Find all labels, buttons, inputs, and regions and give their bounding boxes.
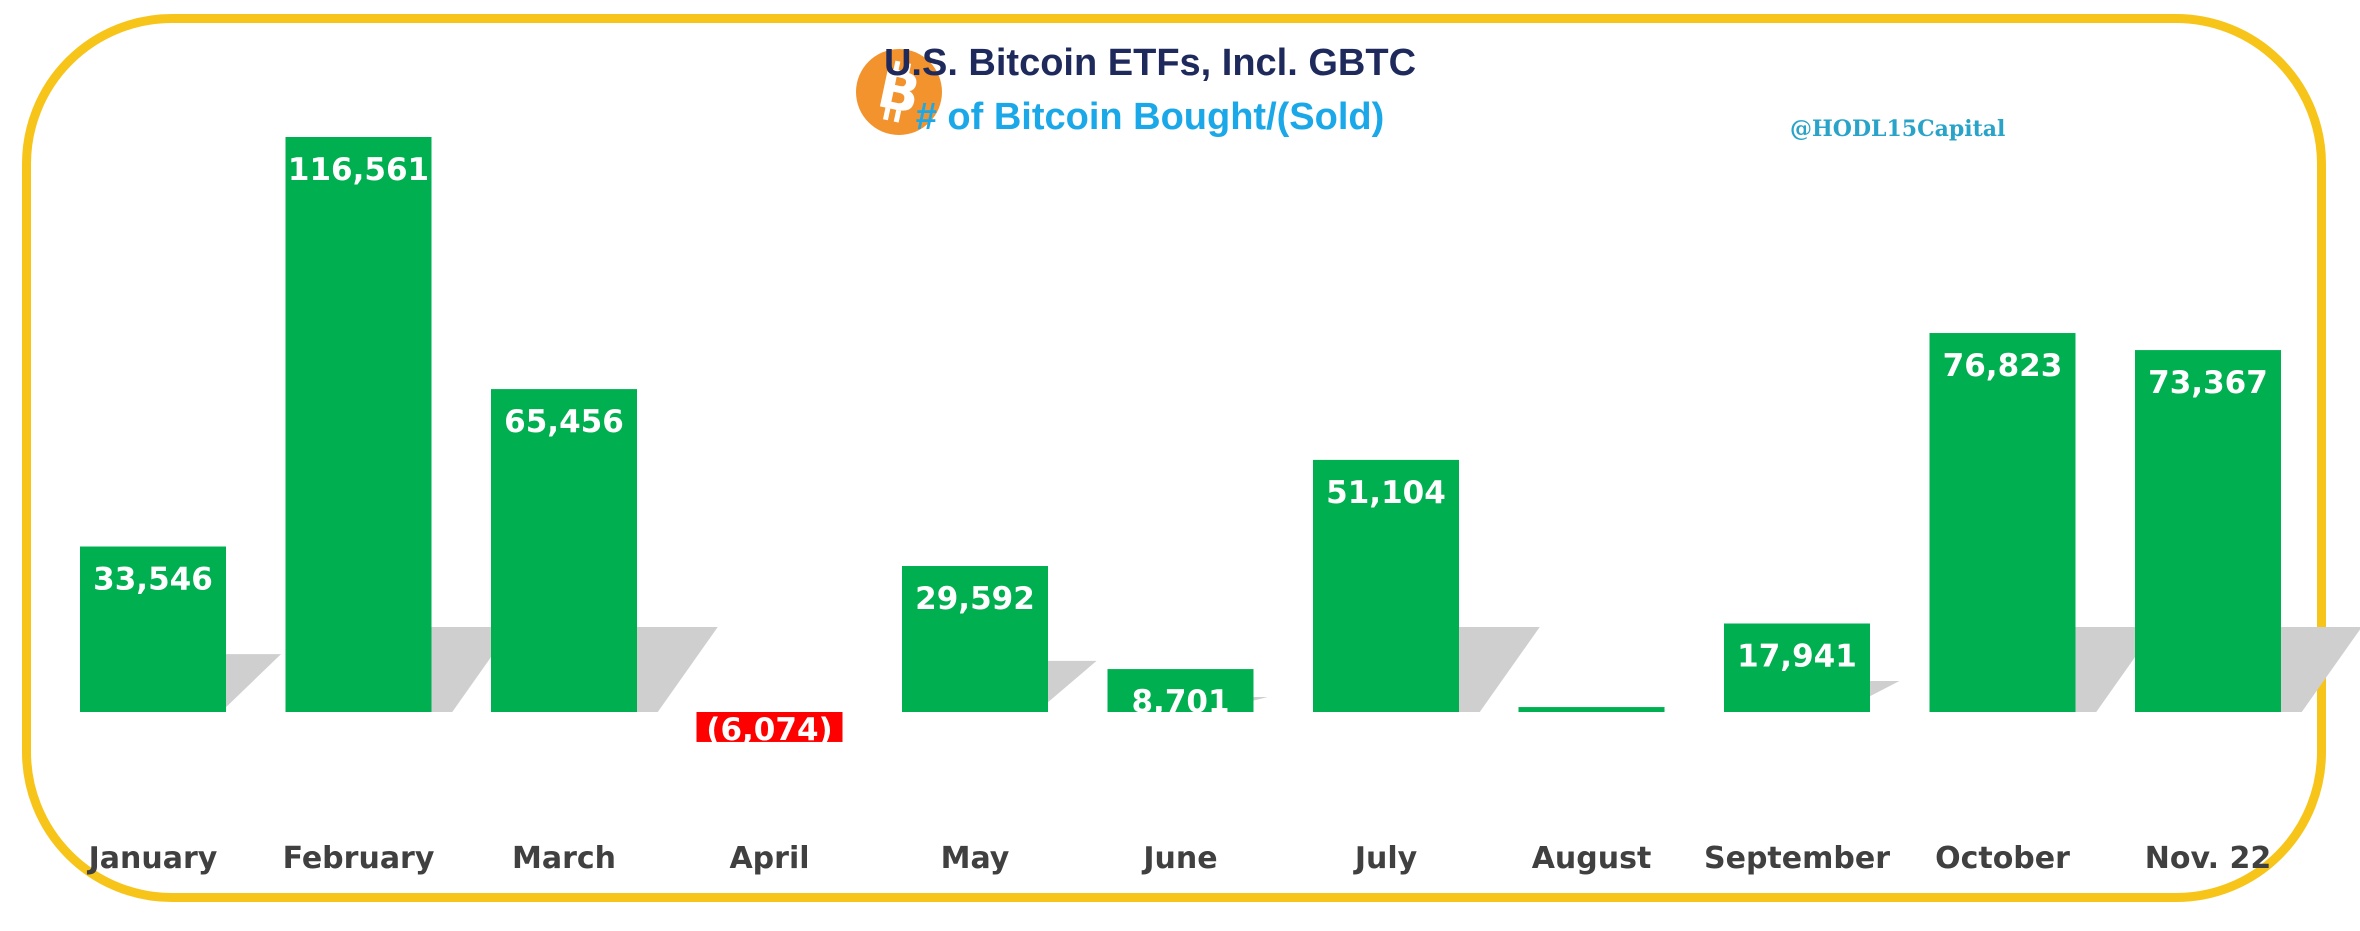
x-tick-label: March xyxy=(512,841,616,876)
x-tick-label: June xyxy=(1141,841,1217,876)
bar-shadow xyxy=(221,654,282,712)
bar-value-label: 76,823 xyxy=(1943,348,2063,384)
bar-february xyxy=(285,137,432,712)
bar-nov-22 xyxy=(2135,350,2281,712)
bar-shadow xyxy=(1459,627,1540,712)
bar-value-label: 51,104 xyxy=(1326,475,1446,511)
bar-value-label: 33,546 xyxy=(93,562,213,598)
bar-october xyxy=(1929,333,2076,712)
x-tick-label: May xyxy=(941,841,1010,876)
bar-may xyxy=(902,566,1048,712)
bar-august xyxy=(1518,707,1665,712)
chart-subtitle: # of Bitcoin Bought/(Sold) xyxy=(915,96,1385,138)
bar-value-label: 73,367 xyxy=(2148,365,2268,401)
bar-value-label: 17,941 xyxy=(1737,638,1857,674)
bar-value-label: 29,592 xyxy=(915,581,1035,617)
x-tick-label: Nov. 22 xyxy=(2145,841,2271,876)
x-tick-label: October xyxy=(1935,841,2070,876)
bar-march xyxy=(491,389,637,712)
bar-shadow xyxy=(1036,660,1097,712)
bar-value-label: (6,074) xyxy=(706,712,832,748)
chart-title: U.S. Bitcoin ETFs, Incl. GBTC xyxy=(883,42,1417,84)
bar-january xyxy=(80,546,226,712)
bar-value-label: 116,561 xyxy=(288,152,429,188)
x-tick-label: September xyxy=(1704,841,1890,876)
x-tick-label: August xyxy=(1532,841,1652,876)
bar-value-label: 8,701 xyxy=(1131,684,1229,720)
x-tick-label: February xyxy=(283,841,435,876)
bar-value-label: 65,456 xyxy=(504,404,624,440)
x-tick-label: April xyxy=(729,841,809,876)
x-tick-label: January xyxy=(87,841,218,876)
x-tick-label: July xyxy=(1353,841,1418,876)
bar-september xyxy=(1724,623,1870,712)
bitcoin-logo-icon: B xyxy=(856,49,942,135)
bar-april xyxy=(696,712,843,742)
bar-shadow xyxy=(2281,627,2360,712)
bar-shadow xyxy=(637,627,718,712)
bar-july xyxy=(1313,459,1459,712)
bar-june xyxy=(1107,669,1254,712)
author-handle: @HODL15Capital xyxy=(1790,116,2006,142)
